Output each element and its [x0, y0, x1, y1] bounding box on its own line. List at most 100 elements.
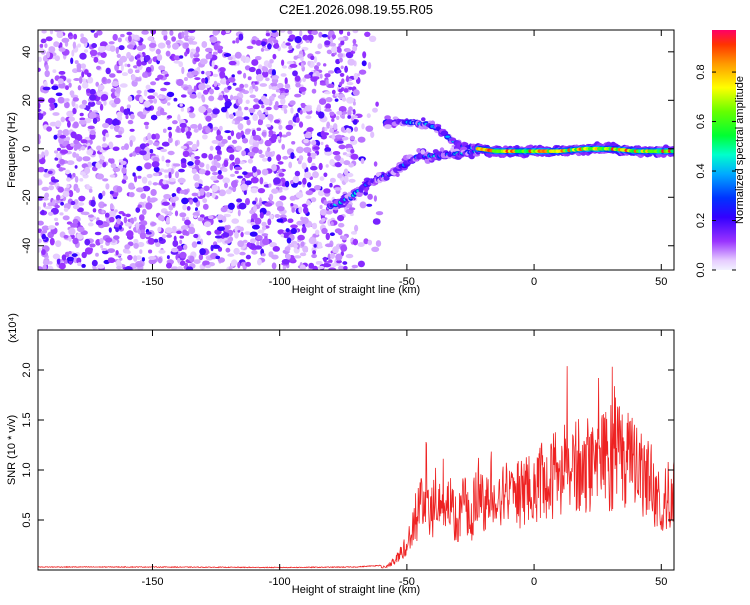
spectrogram-noise-blob: [289, 100, 296, 106]
spectrogram-noise-blob: [150, 30, 156, 35]
spectrogram-noise-blob: [271, 188, 279, 194]
spectrogram-noise-blob: [72, 204, 80, 210]
spectrogram-noise-blob: [180, 158, 187, 164]
spectrogram-noise-blob: [245, 128, 252, 133]
spectrogram-noise-blob: [132, 172, 136, 177]
spectrogram-noise-blob: [312, 265, 318, 270]
spectrogram-noise-blob: [147, 95, 156, 100]
spectrogram-noise-blob: [343, 88, 349, 93]
spectrogram-noise-blob: [329, 125, 334, 129]
spectrogram-noise-blob: [182, 150, 190, 158]
spectrogram-noise-blob: [350, 149, 355, 154]
spectrogram-noise-blob: [349, 115, 358, 119]
spectrogram-halo-blob: [462, 142, 469, 146]
spectrogram-noise-blob: [217, 174, 224, 180]
spectrogram-noise-blob: [86, 88, 91, 94]
spectrogram-noise-blob: [365, 125, 374, 132]
spectrogram-noise-blob: [303, 147, 312, 153]
spectrogram-noise-blob: [342, 261, 348, 265]
y-tick-label: -40: [21, 238, 33, 254]
spectrogram-noise-blob: [333, 187, 342, 191]
spectrogram-noise-blob: [57, 78, 64, 85]
spectrogram-noise-blob: [372, 107, 378, 113]
spectrogram-noise-blob: [72, 151, 77, 158]
spectrogram-noise-blob: [213, 126, 219, 131]
spectrogram-noise-blob: [288, 45, 293, 51]
spectrogram-noise-blob: [46, 265, 54, 270]
spectrogram-noise-blob: [278, 168, 283, 175]
spectrogram-noise-blob: [157, 74, 164, 80]
spectrogram-noise-blob: [165, 159, 171, 164]
spectrogram-noise-blob: [123, 175, 128, 181]
spectrogram-noise-blob: [159, 168, 165, 173]
spectrogram-noise-blob: [238, 202, 247, 210]
spectrogram-noise-blob: [331, 46, 338, 53]
spectrogram-peak-blob: [670, 149, 674, 153]
spectrogram-noise-blob: [166, 115, 173, 119]
spectrogram-noise-blob: [87, 101, 96, 107]
spectrogram-noise-blob: [97, 84, 105, 91]
spectrogram-noise-blob: [126, 31, 133, 36]
x-tick-label: 0: [531, 276, 537, 288]
spectrogram-noise-blob: [156, 95, 163, 99]
spectrogram-noise-blob: [245, 180, 252, 186]
spectrogram-noise-blob: [44, 206, 53, 210]
spectrogram-noise-blob: [75, 187, 80, 193]
spectrogram-noise-blob: [318, 111, 325, 119]
spectrogram-noise-blob: [304, 132, 313, 139]
spectrogram-noise-blob: [50, 78, 54, 85]
spectrogram-noise-blob: [66, 177, 71, 182]
spectrogram-noise-blob: [119, 55, 128, 63]
spectrogram-noise-blob: [324, 108, 332, 112]
spectrogram-noise-blob: [340, 244, 348, 252]
spectrogram-noise-blob: [180, 145, 188, 149]
spectrogram-noise-blob: [149, 149, 154, 154]
spectrogram-noise-blob: [57, 96, 65, 104]
spectrogram-halo-blob: [384, 115, 391, 121]
spectrogram-noise-blob: [217, 48, 223, 54]
spectrogram-noise-blob: [269, 59, 274, 64]
spectrogram-noise-blob: [282, 217, 287, 222]
spectrogram-noise-blob: [168, 137, 173, 144]
snr-x-ticks: -150 -100 -50 0 50: [141, 330, 667, 588]
spectrogram-noise-blob: [323, 256, 327, 263]
spectrogram-noise-blob: [261, 221, 267, 227]
spectrogram-noise-blob: [126, 250, 131, 254]
spectrogram-noise-blob: [285, 253, 291, 260]
spectrogram-noise-blob: [68, 236, 72, 242]
spectrogram-noise-blob: [191, 168, 197, 174]
spectrogram-noise-blob: [299, 264, 306, 270]
spectrogram-noise-blob: [201, 78, 206, 83]
spectrogram-noise-blob: [51, 179, 60, 183]
spectrogram-noise-blob: [269, 242, 277, 248]
spectrogram-noise-blob: [60, 201, 64, 206]
spectrogram-noise-blob: [170, 168, 174, 175]
spectrogram-noise-blob: [242, 137, 249, 144]
spectrogram-noise-blob: [102, 161, 107, 168]
spectrogram-noise-blob: [210, 175, 219, 181]
spectrogram-noise-blob: [247, 76, 252, 81]
spectrogram-noise-blob: [264, 202, 273, 207]
spectrogram-noise-blob: [323, 91, 331, 95]
spectrogram-noise-blob: [185, 127, 189, 132]
spectrogram-noise-blob: [215, 145, 221, 151]
spectrogram-noise-blob: [367, 239, 372, 246]
spectrogram-noise-blob: [301, 203, 308, 208]
colorbar-tick-label: 0.6: [695, 114, 707, 129]
spectrogram-noise-blob: [59, 135, 66, 139]
spectrogram-noise-blob: [317, 43, 323, 50]
spectrogram-noise-blob: [109, 45, 116, 52]
spectrogram-noise-blob: [135, 255, 142, 260]
spectrogram-noise-blob: [100, 244, 104, 249]
spectrogram-noise-blob: [367, 62, 372, 70]
spectrogram-noise-blob: [287, 30, 293, 35]
spectrogram-noise-blob: [81, 251, 87, 259]
spectrogram-noise-blob: [141, 30, 149, 35]
spectrogram-noise-blob: [235, 87, 243, 92]
spectrogram-noise-blob: [55, 240, 62, 248]
spectrogram-noise-blob: [213, 51, 218, 55]
spectrogram-noise-blob: [188, 37, 194, 45]
spectrogram-noise-blob: [319, 209, 328, 216]
spectrogram-noise-blob: [217, 257, 225, 263]
spectrogram-noise-blob: [81, 99, 87, 106]
